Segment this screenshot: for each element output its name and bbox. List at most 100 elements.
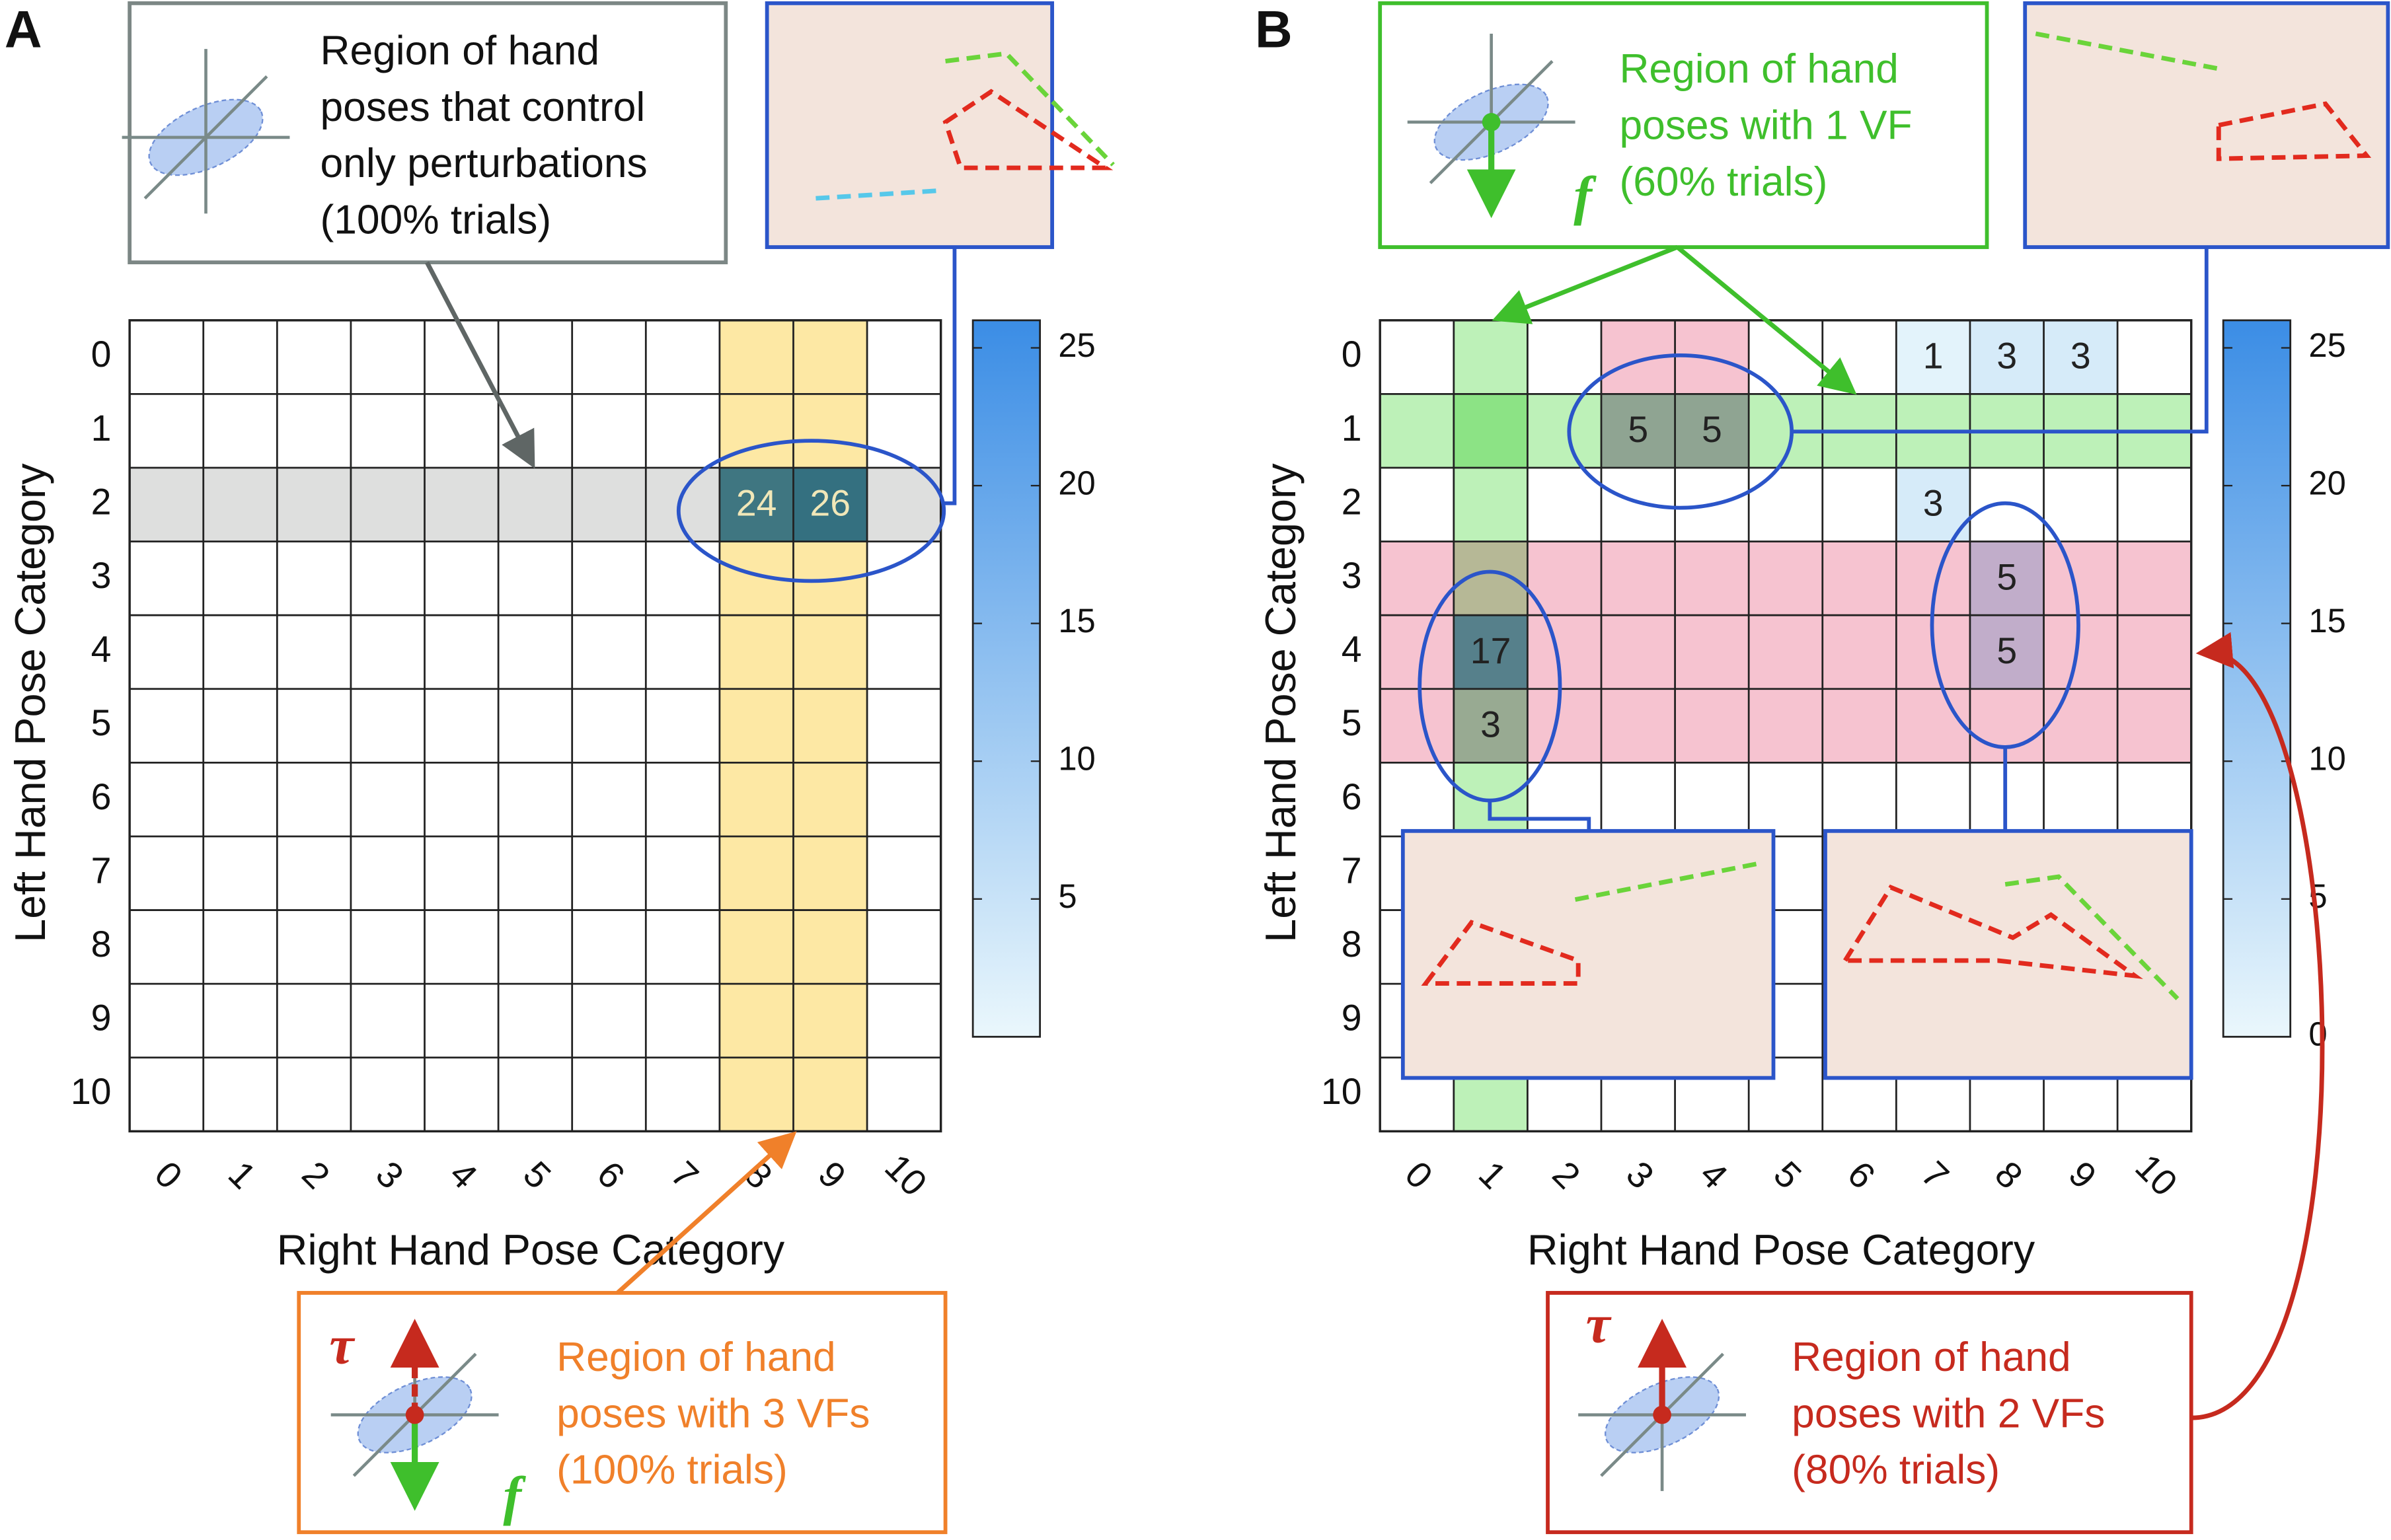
colorbar-tick-label: 15	[1058, 602, 1095, 640]
axes-icon	[1407, 34, 1575, 219]
grid-frame	[128, 319, 942, 1133]
panel-label: B	[1255, 1, 1293, 59]
x-tick-label: 1	[221, 1154, 264, 1197]
y-axis-label: Left Hand Pose Category	[7, 463, 54, 943]
cell-label: 1	[1923, 336, 1944, 377]
y-tick-label: 8	[1342, 924, 1362, 965]
photo	[1823, 828, 2193, 1080]
ellipse	[676, 439, 946, 583]
y-tick-label: 9	[91, 998, 112, 1039]
heat-cell	[2043, 320, 2118, 394]
icon-axis	[143, 75, 268, 200]
colorbar-tick-label: 15	[2308, 602, 2345, 640]
x-tick-label: 9	[811, 1154, 854, 1197]
heat-cell	[1969, 320, 2044, 394]
connector	[944, 247, 957, 505]
y-tick-label: 7	[91, 850, 112, 891]
callout-text: (80% trials)	[1792, 1448, 2000, 1493]
x-tick-label: 1	[1471, 1154, 1515, 1197]
x-tick-label: 6	[1840, 1154, 1883, 1197]
y-tick-label: 4	[1342, 629, 1362, 670]
icon-dot	[1482, 113, 1501, 131]
y-tick-label: 9	[1342, 998, 1362, 1039]
callout-text: Region of hand	[1792, 1335, 2070, 1380]
callout-text: poses with 3 VFs	[556, 1391, 870, 1436]
x-axis-label: Right Hand Pose Category	[1527, 1226, 2035, 1274]
callout-text: poses that control	[321, 85, 646, 130]
highlight-ellipses	[676, 247, 2209, 831]
x-tick-label: 0	[147, 1154, 190, 1197]
sketch	[1574, 860, 1762, 902]
cell-label: 3	[1923, 483, 1944, 524]
cell-label: 3	[1480, 704, 1501, 745]
colorbar-tick-label: 25	[1058, 326, 1095, 364]
callout-text: (100% trials)	[321, 198, 552, 243]
axes-icon	[122, 49, 290, 214]
arrows	[425, 244, 2325, 1420]
symbol-label: τ	[1586, 1293, 1612, 1354]
callout-text: poses with 2 VFs	[1792, 1391, 2105, 1436]
sketch	[1841, 884, 2143, 979]
y-tick-label: 1	[91, 408, 112, 449]
icon-dot	[405, 1405, 424, 1424]
colorbar	[971, 319, 1042, 1038]
y-tick-label: 7	[1342, 850, 1362, 891]
colorbar-tick-label: 20	[1058, 464, 1095, 501]
colorbar-tick-label: 5	[1058, 877, 1077, 915]
callout-text: Region of hand	[556, 1335, 835, 1380]
colorbar-tick-label: 10	[1058, 740, 1095, 778]
arrow	[1675, 245, 1857, 395]
panel-label: A	[5, 1, 42, 59]
arrow	[1492, 244, 1679, 324]
symbol-label: τ	[329, 1315, 355, 1375]
colorbar-tick-label: 20	[2308, 464, 2345, 501]
cell-label: 5	[1996, 630, 2017, 671]
sketch	[2004, 874, 2180, 1001]
y-tick-label: 6	[91, 776, 112, 817]
x-tick-label: 2	[1544, 1154, 1588, 1197]
cell-label: 24	[736, 483, 777, 524]
arrow	[2191, 632, 2325, 1420]
callout-text: Region of hand	[321, 28, 599, 73]
x-tick-label: 8	[1987, 1154, 2031, 1197]
sketch	[942, 89, 1114, 170]
colorbar-tick-label: 10	[2308, 740, 2345, 778]
x-tick-label: 0	[1397, 1154, 1441, 1197]
x-tick-label: 7	[1913, 1154, 1957, 1197]
y-tick-label: 0	[91, 334, 112, 375]
x-tick-label: 8	[737, 1154, 780, 1197]
cell-label: 26	[810, 483, 851, 524]
y-tick-label: 5	[91, 702, 112, 743]
x-tick-label: 5	[515, 1154, 559, 1197]
x-tick-label: 4	[1692, 1154, 1736, 1197]
x-tick-label: 3	[368, 1154, 412, 1197]
y-tick-label: 3	[91, 555, 112, 596]
callout-text: (100% trials)	[556, 1448, 788, 1493]
callout-text: poses with 1 VF	[1619, 103, 1912, 149]
y-tick-label: 2	[91, 481, 112, 522]
colorbar	[2222, 319, 2292, 1038]
x-tick-label: 6	[589, 1154, 633, 1197]
y-tick-label: 0	[1342, 334, 1362, 375]
x-tick-label: 2	[294, 1154, 338, 1197]
x-tick-label: 10	[2127, 1146, 2185, 1204]
photo	[1400, 828, 1776, 1080]
callout-text: only perturbations	[321, 141, 648, 186]
sketch	[2035, 31, 2219, 71]
x-axis-label: Right Hand Pose Category	[277, 1226, 785, 1274]
connector	[1488, 800, 1591, 831]
y-tick-label: 10	[71, 1071, 112, 1112]
photo-sketches	[816, 31, 2372, 1001]
arrow	[425, 261, 535, 469]
callout-text: Region of hand	[1619, 46, 1898, 92]
cell-label: 5	[1628, 409, 1648, 450]
cell-label: 5	[1996, 556, 2017, 597]
y-tick-label: 6	[1342, 776, 1362, 817]
axes-icon	[330, 1319, 499, 1511]
colorbar-tick-label: 25	[2308, 326, 2345, 364]
x-tick-label: 5	[1766, 1154, 1809, 1197]
x-tick-label: 3	[1618, 1154, 1662, 1197]
